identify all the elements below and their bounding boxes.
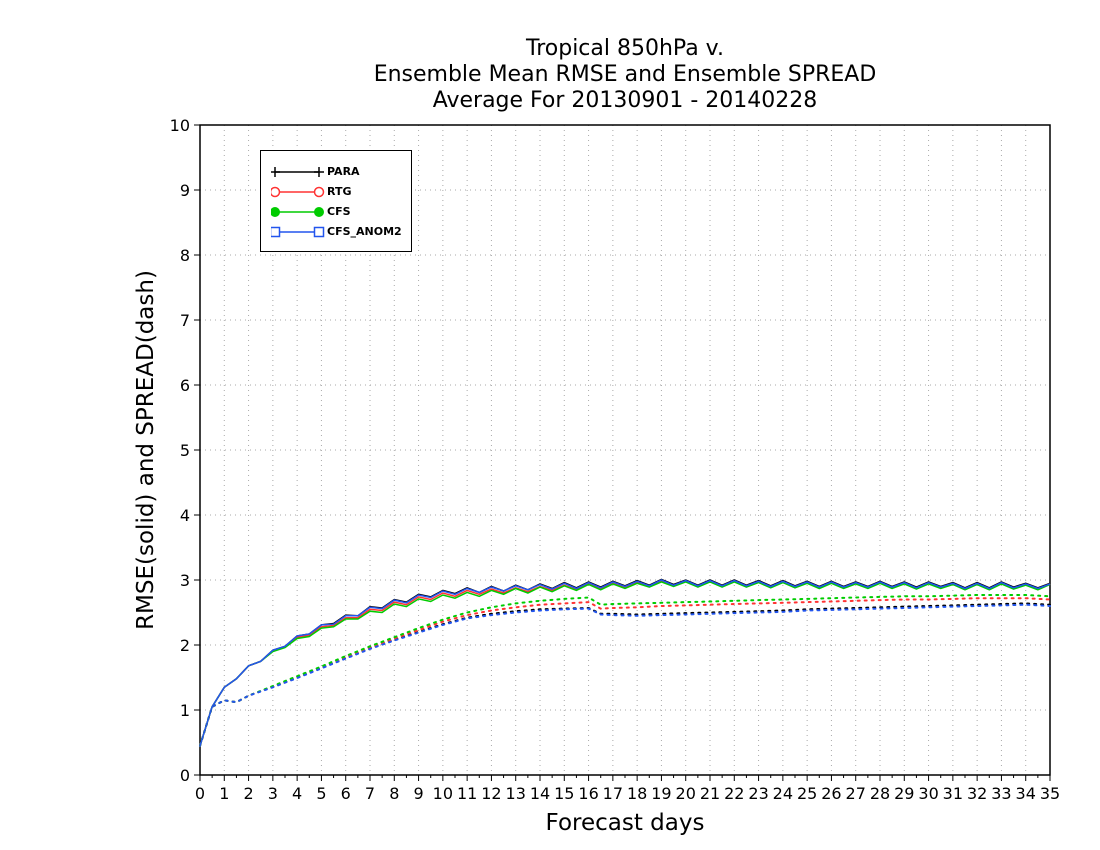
chart-title-line-2: Ensemble Mean RMSE and Ensemble SPREAD: [373, 62, 877, 87]
x-tick-label: 31: [943, 784, 963, 803]
x-tick-label: 21: [700, 784, 720, 803]
x-tick-label: 35: [1040, 784, 1060, 803]
legend-swatch-cfs: [271, 207, 324, 217]
legend-marker-circle-open: [271, 186, 281, 198]
x-tick-label: 9: [413, 784, 423, 803]
legend-marker-square-open: [313, 226, 325, 238]
legend-item-cfs: CFS: [261, 202, 411, 222]
x-tick-label: 15: [554, 784, 574, 803]
legend-swatch-cfs-anom2: [271, 226, 325, 238]
x-tick-label: 18: [627, 784, 647, 803]
x-axis-label: Forecast days: [545, 810, 705, 836]
chart-title-line-1: Tropical 850hPa v.: [526, 36, 724, 61]
x-tick-label: 22: [724, 784, 744, 803]
legend-marker-circle-filled: [314, 207, 324, 217]
x-tick-label: 32: [967, 784, 987, 803]
x-tick-label: 29: [894, 784, 914, 803]
legend-marker-square-open: [271, 226, 281, 238]
x-tick-label: 19: [651, 784, 671, 803]
y-tick-label: 6: [180, 376, 190, 395]
y-tick-label: 3: [180, 571, 190, 590]
x-tick-label: 13: [506, 784, 526, 803]
x-tick-label: 28: [870, 784, 890, 803]
x-tick-label: 2: [243, 784, 253, 803]
y-tick-label: 4: [180, 506, 190, 525]
x-tick-label: 26: [821, 784, 841, 803]
x-tick-label: 0: [195, 784, 205, 803]
spread-line-1: [199, 597, 1051, 747]
x-tick-label: 16: [578, 784, 598, 803]
legend-marker-circle-filled: [271, 207, 280, 217]
legend-label-cfs-anom2: CFS_ANOM2: [327, 225, 402, 238]
chart-title-line-3: Average For 20130901 - 20140228: [432, 88, 818, 113]
x-tick-label: 3: [268, 784, 278, 803]
legend: PARA RTG CFS CFS_ANOM2: [260, 150, 412, 252]
x-tick-label: 14: [530, 784, 550, 803]
y-tick-label: 9: [180, 181, 190, 200]
x-tick-label: 4: [292, 784, 302, 803]
y-tick-label: 7: [180, 311, 190, 330]
rmse-line-cfs: [199, 581, 1051, 747]
legend-label-para: PARA: [327, 165, 360, 178]
spread-line-2: [199, 594, 1051, 747]
x-tick-label: 5: [316, 784, 326, 803]
y-tick-label: 0: [180, 766, 190, 785]
y-tick-label: 1: [180, 701, 190, 720]
y-tick-label: 8: [180, 246, 190, 265]
x-tick-label: 30: [918, 784, 938, 803]
legend-label-rtg: RTG: [327, 185, 352, 198]
y-axis-label: RMSE(solid) and SPREAD(dash): [133, 270, 159, 630]
x-tick-label: 7: [365, 784, 375, 803]
x-tick-label: 24: [773, 784, 793, 803]
legend-marker-circle-open: [313, 186, 325, 198]
x-tick-label: 27: [846, 784, 866, 803]
x-tick-label: 20: [676, 784, 696, 803]
x-tick-label: 6: [341, 784, 351, 803]
y-tick-label: 5: [180, 441, 190, 460]
x-tick-label: 8: [389, 784, 399, 803]
legend-marker-plus: [271, 167, 280, 177]
x-tick-label: 25: [797, 784, 817, 803]
legend-swatch-rtg: [271, 186, 325, 198]
legend-swatch-para: [271, 167, 324, 177]
x-tick-label: 11: [457, 784, 477, 803]
x-tick-label: 12: [481, 784, 501, 803]
spread-line-3: [199, 603, 1051, 747]
x-tick-label: 10: [433, 784, 453, 803]
legend-label-cfs: CFS: [327, 205, 351, 218]
x-tick-label: 17: [603, 784, 623, 803]
legend-marker-plus: [314, 167, 324, 177]
x-tick-label: 23: [748, 784, 768, 803]
y-tick-label: 2: [180, 636, 190, 655]
y-tick-label: 10: [170, 116, 190, 135]
x-tick-label: 1: [219, 784, 229, 803]
x-tick-label: 34: [1016, 784, 1036, 803]
legend-item-cfs-anom2: CFS_ANOM2: [261, 222, 411, 242]
legend-item-para: PARA: [261, 162, 411, 182]
x-tick-label: 33: [991, 784, 1011, 803]
legend-item-rtg: RTG: [261, 182, 411, 202]
rmse-line-cfs-anom2: [199, 579, 1051, 747]
